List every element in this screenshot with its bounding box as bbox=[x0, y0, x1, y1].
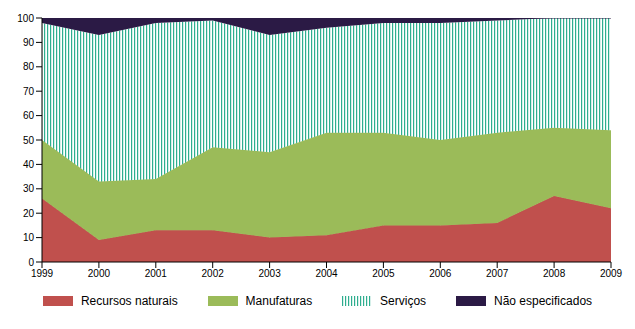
svg-text:2005: 2005 bbox=[372, 268, 395, 279]
svg-text:90: 90 bbox=[23, 37, 35, 48]
svg-text:2008: 2008 bbox=[543, 268, 566, 279]
html-text:Manufaturas: Manufaturas bbox=[245, 294, 313, 308]
svg-text:50: 50 bbox=[23, 135, 35, 146]
svg-text:1999: 1999 bbox=[31, 268, 54, 279]
html-text:Não especificados: Não especificados bbox=[494, 294, 593, 308]
svg-text:0: 0 bbox=[28, 257, 34, 268]
svg-text:2002: 2002 bbox=[202, 268, 225, 279]
svg-text:10: 10 bbox=[23, 232, 35, 243]
svg-text:2001: 2001 bbox=[145, 268, 168, 279]
svg-text:2004: 2004 bbox=[315, 268, 338, 279]
html-text:Recursos naturais: Recursos naturais bbox=[80, 294, 178, 308]
svg-text:2007: 2007 bbox=[486, 268, 509, 279]
svg-text:2009: 2009 bbox=[600, 268, 623, 279]
svg-text:40: 40 bbox=[23, 159, 35, 170]
svg-text:60: 60 bbox=[23, 110, 35, 121]
svg-text:2006: 2006 bbox=[429, 268, 452, 279]
svg-text:2000: 2000 bbox=[88, 268, 111, 279]
svg-text:70: 70 bbox=[23, 86, 35, 97]
svg-text:30: 30 bbox=[23, 183, 35, 194]
svg-text:2003: 2003 bbox=[258, 268, 281, 279]
svg-text:80: 80 bbox=[23, 61, 35, 72]
svg-text:100: 100 bbox=[17, 13, 34, 24]
html-text:Serviços: Serviços bbox=[380, 294, 427, 308]
svg-text:20: 20 bbox=[23, 208, 35, 219]
